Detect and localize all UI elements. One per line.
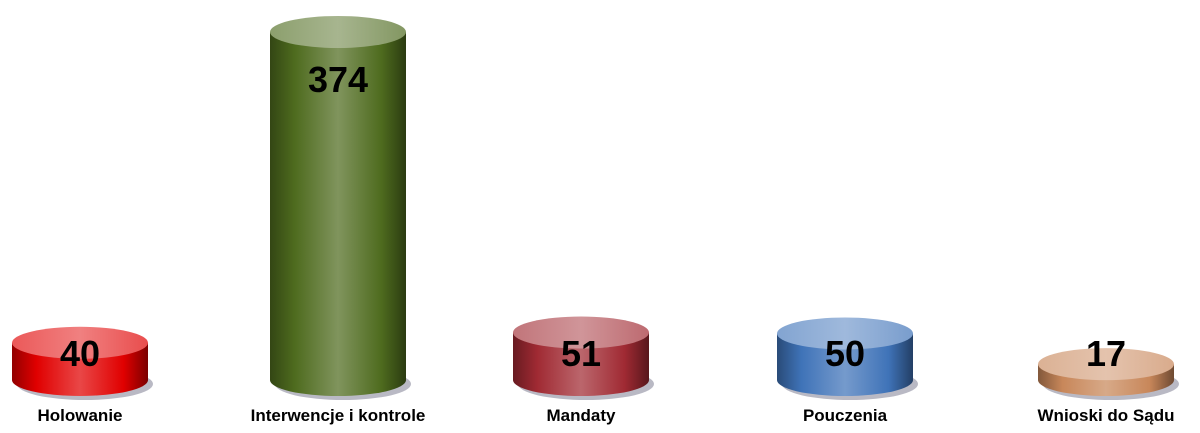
bar-4	[777, 317, 918, 400]
labels-layer: 40 Holowanie 374 Interwencje i kontrole 51 Ma…	[37, 59, 1174, 425]
value-label: 50	[825, 333, 865, 374]
category-label: Pouczenia	[803, 406, 888, 425]
bar-body	[513, 332, 649, 396]
value-label: 51	[561, 333, 601, 374]
value-label: 17	[1086, 333, 1126, 374]
category-label: Mandaty	[547, 406, 617, 425]
bar-top	[513, 316, 649, 349]
bars-layer	[12, 16, 1179, 400]
bar-body	[777, 333, 913, 396]
bar-3	[513, 316, 654, 400]
bar-top	[270, 16, 406, 48]
bar-body	[270, 32, 406, 396]
category-label: Holowanie	[37, 406, 122, 425]
bar-2	[270, 16, 411, 400]
category-label: Interwencje i kontrole	[251, 406, 426, 425]
bar-5	[1038, 348, 1179, 400]
bar-1	[12, 326, 153, 400]
bar-top	[777, 317, 913, 350]
bar-top	[1038, 348, 1174, 381]
bar-top	[12, 326, 148, 359]
value-label: 40	[60, 333, 100, 374]
value-label: 374	[308, 59, 368, 100]
category-label: Wnioski do Sądu	[1038, 406, 1175, 425]
